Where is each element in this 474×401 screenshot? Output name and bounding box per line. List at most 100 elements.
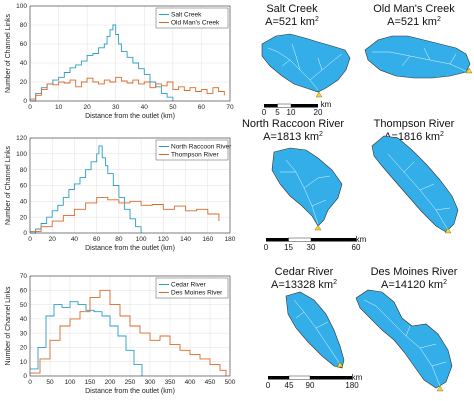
map-title: Salt Creek [266, 3, 318, 15]
x-tick-label: 20 [84, 104, 92, 111]
scale-unit: km [321, 100, 332, 109]
y-tick-label: 80 [20, 167, 28, 174]
x-tick-label: 60 [198, 104, 206, 111]
series-line [30, 196, 220, 232]
basin-drainage [280, 159, 331, 225]
y-tick-label: 40 [20, 199, 28, 206]
scale-label: 60 [352, 243, 361, 252]
basin-shape [364, 35, 471, 79]
x-tick-label: 40 [71, 236, 79, 243]
scale-unit: km [356, 235, 367, 244]
basin-shape [271, 147, 343, 227]
y-axis-label: Number of Channel Links [5, 286, 12, 365]
series-line [30, 76, 225, 100]
y-tick-label: 100 [16, 3, 27, 10]
legend-label: Des Moines River [171, 290, 223, 297]
outlet-marker [444, 227, 452, 234]
map-area: A=521 km2 [387, 16, 441, 28]
x-tick-label: 70 [226, 104, 234, 111]
x-tick-label: 40 [141, 104, 149, 111]
x-tick-label: 0 [28, 379, 32, 386]
map-title: Cedar River [275, 266, 334, 278]
series-line [30, 289, 227, 376]
x-axis-label: Distance from the outlet (km) [85, 113, 175, 120]
scale-label: 15 [284, 243, 293, 252]
plot-frame [29, 137, 231, 234]
scale-label: 180 [345, 381, 359, 390]
y-axis-label: Number of Channel Links [5, 146, 12, 225]
map-area: A=14120 km2 [381, 279, 447, 291]
outlet-marker [465, 67, 473, 74]
plot-frame [29, 5, 231, 102]
legend-box [155, 277, 229, 299]
x-tick-label: 30 [112, 104, 120, 111]
y-tick-label: 80 [20, 22, 28, 29]
basin-drainage [363, 299, 447, 387]
outlet-marker [436, 385, 444, 392]
basin-map-old-mans-creek: Old Man's Creek A=521 km2 [364, 3, 473, 79]
legend-label: Old Man's Creek [171, 20, 220, 27]
x-tick-label: 200 [105, 379, 116, 386]
y-tick-label: 120 [16, 135, 27, 142]
series-line [30, 24, 174, 102]
scale-label: 30 [307, 243, 316, 252]
y-tick-label: 0 [23, 373, 27, 380]
x-tick-label: 80 [115, 236, 123, 243]
y-tick-label: 20 [20, 345, 28, 352]
scale-unit: km [352, 373, 363, 382]
y-axis-label: Number of Channel Links [5, 14, 12, 93]
y-tick-label: 100 [16, 151, 27, 158]
y-tick-label: 70 [20, 273, 28, 280]
y-tick-label: 20 [20, 79, 28, 86]
basin-map-cedar-river: Cedar River A=13328 km2 0 45 90 180 km [266, 266, 363, 390]
y-tick-label: 20 [20, 214, 28, 221]
basin-drainage [267, 43, 343, 91]
y-tick-label: 0 [23, 98, 27, 105]
x-tick-label: 300 [145, 379, 156, 386]
legend-label: North Raccoon River [171, 144, 232, 151]
x-tick-label: 400 [185, 379, 196, 386]
basin-map-north-raccoon-river: North Raccoon River A=1813 km2 0 15 30 6… [242, 118, 367, 252]
x-tick-label: 180 [225, 236, 236, 243]
scale-label: 0 [266, 381, 271, 390]
x-tick-label: 250 [125, 379, 136, 386]
scale-label: 20 [314, 108, 323, 117]
map-title: North Raccoon River [242, 118, 344, 130]
map-area: A=521 km2 [265, 16, 319, 28]
map-title: Old Man's Creek [373, 3, 455, 15]
x-tick-label: 160 [202, 236, 213, 243]
legend-label: Thompson River [171, 152, 220, 159]
legend-box [155, 7, 229, 29]
series-line [30, 145, 142, 234]
x-axis-label: Distance from the outlet (km) [85, 388, 175, 395]
y-tick-label: 40 [20, 316, 28, 323]
x-tick-label: 150 [85, 379, 96, 386]
y-tick-label: 60 [20, 41, 28, 48]
x-tick-label: 140 [180, 236, 191, 243]
x-axis-label: Distance from the outlet (km) [85, 245, 175, 252]
basin-shape [355, 289, 453, 389]
outlet-marker [336, 361, 344, 368]
x-tick-label: 450 [205, 379, 216, 386]
x-tick-label: 60 [93, 236, 101, 243]
scale-label: 0 [264, 243, 269, 252]
map-title: Des Moines River [371, 266, 458, 278]
scale-label: 90 [306, 381, 315, 390]
basin-shape [261, 33, 351, 93]
map-title: Thompson River [374, 118, 455, 130]
scale-bar: 0 15 30 60 km [264, 235, 367, 252]
x-tick-label: 0 [28, 236, 32, 243]
x-tick-label: 350 [165, 379, 176, 386]
legend-box [155, 139, 229, 161]
x-tick-label: 20 [49, 236, 57, 243]
outlet-marker [315, 91, 323, 98]
scale-label: 10 [287, 108, 296, 117]
legend-label: Cedar River [171, 282, 207, 289]
scale-label: 45 [285, 381, 294, 390]
scale-bar: 0 45 90 180 km [266, 373, 363, 390]
basin-drainage [387, 153, 451, 231]
x-tick-label: 0 [28, 104, 32, 111]
legend-label: Salt Creek [171, 12, 202, 19]
